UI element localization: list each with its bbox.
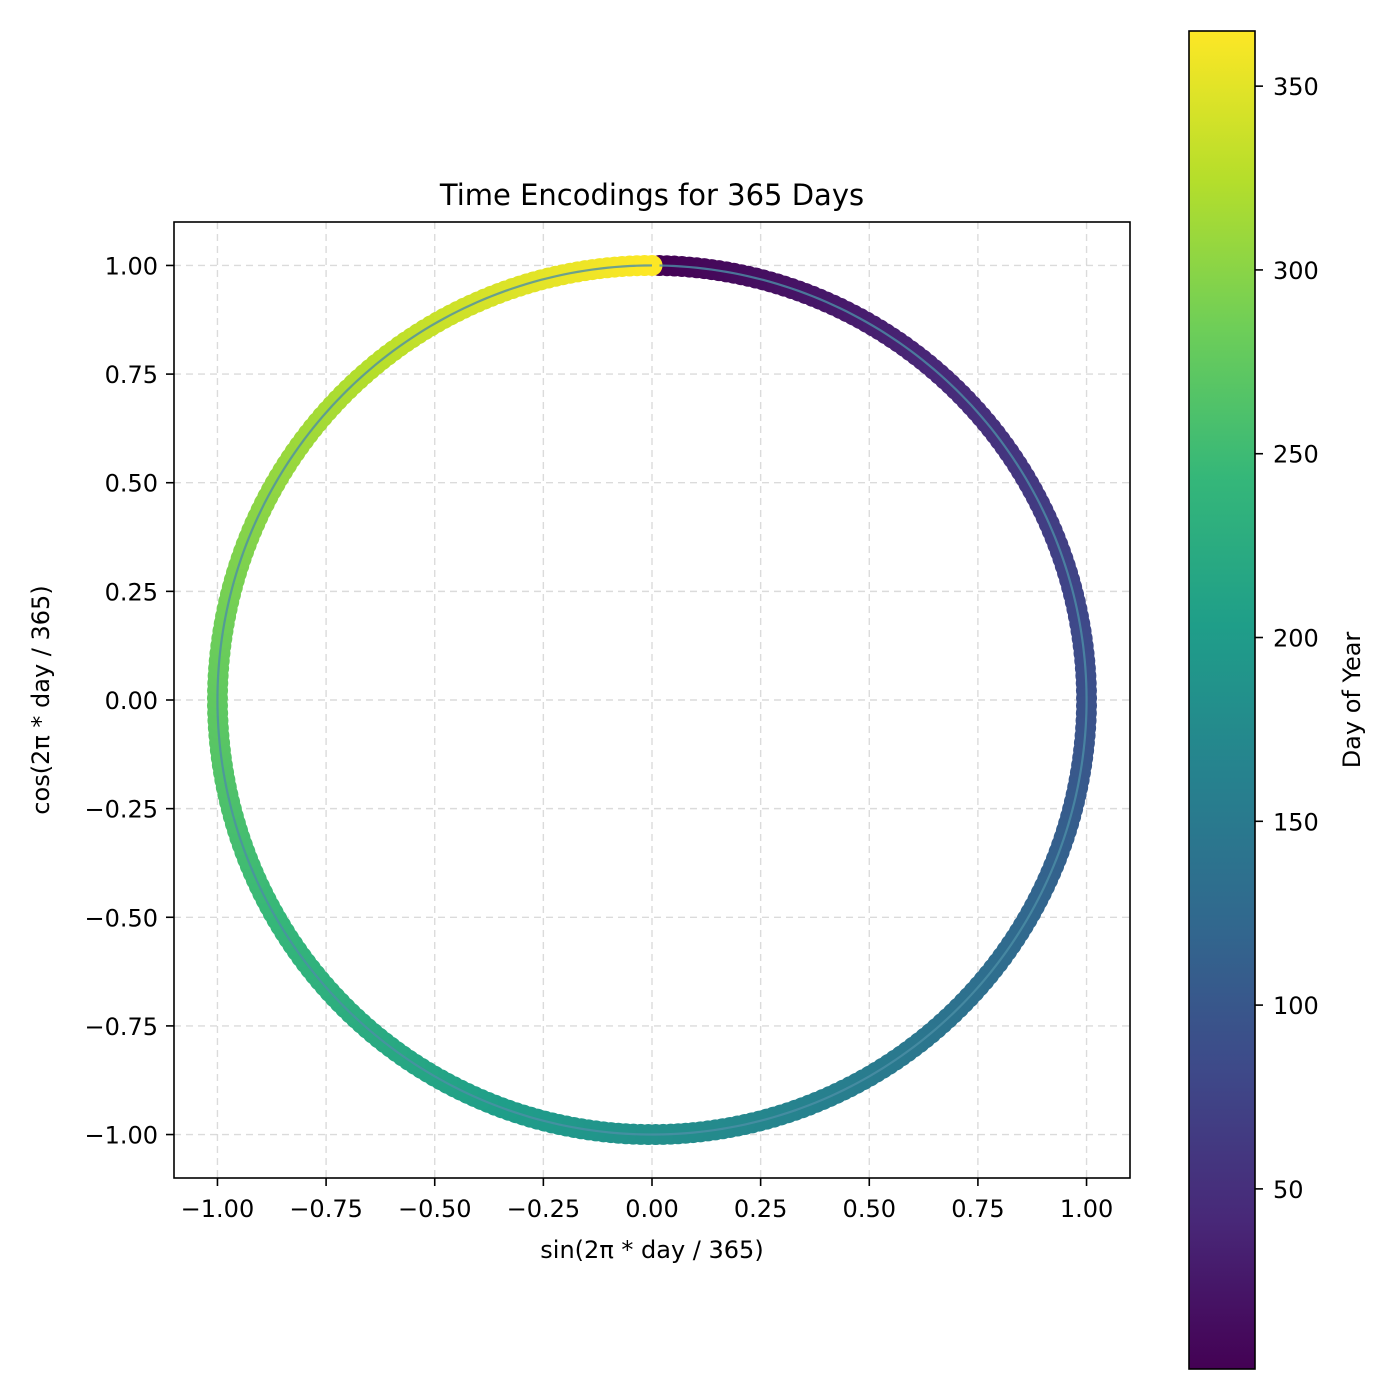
grid [174,222,1130,1178]
series-line [216,264,1088,1136]
x-tick-label: 0.75 [951,1195,1004,1223]
y-tick-label: 0.00 [105,687,158,715]
y-tick-label: 0.25 [105,578,158,606]
chart-title: Time Encodings for 365 Days [439,178,864,212]
colorbar-tick-label: 50 [1273,1176,1304,1204]
x-tick-label: −0.50 [398,1195,472,1223]
colorbar-label: Day of Year [1338,632,1366,769]
colorbar-tick-label: 100 [1273,992,1319,1020]
y-tick-label: 0.75 [105,361,158,389]
x-tick-label: 0.00 [625,1195,678,1223]
x-axis-ticks: −1.00 −0.75 −0.50 −0.25 0.00 0.25 0.50 0.75 1.00 [181,1178,1113,1223]
colorbar-ticks: 50 100 150 200 250 300 350 [1255,73,1319,1204]
colorbar-tick-label: 300 [1273,257,1319,285]
colorbar-tick-label: 200 [1273,625,1319,653]
colorbar: 50 100 150 200 250 300 350 Day of Year [1188,30,1366,1370]
colorbar-frame [1188,30,1256,1370]
x-tick-label: −1.00 [181,1195,255,1223]
y-tick-label: −0.25 [84,796,158,824]
x-tick-label: 0.25 [734,1195,787,1223]
y-axis-ticks: 1.00 0.75 0.50 0.25 0.00 −0.25 −0.50 −0.75 −1.00 [84,252,174,1150]
y-tick-label: −1.00 [84,1122,158,1150]
colorbar-fill [1189,31,1255,1369]
x-axis-label: sin(2π * day / 365) [540,1236,763,1264]
colorbar-tick-label: 350 [1273,73,1319,101]
plot-area: −1.00 −0.75 −0.50 −0.25 0.00 0.25 0.50 0.75 1.00… [84,221,1131,1223]
colorbar-tick-label: 150 [1273,808,1319,836]
y-tick-label: 1.00 [105,252,158,280]
x-tick-label: 0.50 [843,1195,896,1223]
y-tick-label: −0.75 [84,1013,158,1041]
y-tick-label: −0.50 [84,904,158,932]
x-tick-label: −0.25 [507,1195,581,1223]
y-tick-label: 0.50 [105,470,158,498]
colorbar-tick-label: 250 [1273,441,1319,469]
x-tick-label: 1.00 [1060,1195,1113,1223]
y-axis-label: cos(2π * day / 365) [27,585,55,814]
data-series [206,254,1098,1146]
x-tick-label: −0.75 [289,1195,363,1223]
